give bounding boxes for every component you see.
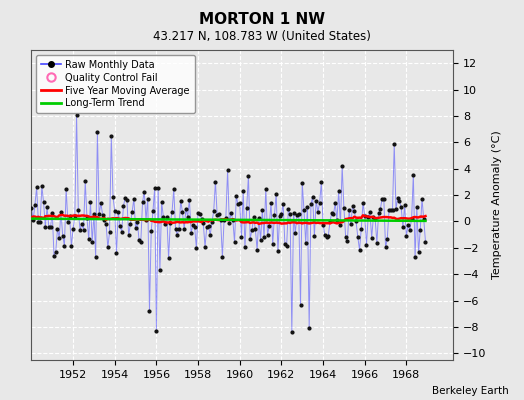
Text: Berkeley Earth: Berkeley Earth bbox=[432, 386, 508, 396]
Text: 43.217 N, 108.783 W (United States): 43.217 N, 108.783 W (United States) bbox=[153, 30, 371, 43]
Legend: Raw Monthly Data, Quality Control Fail, Five Year Moving Average, Long-Term Tren: Raw Monthly Data, Quality Control Fail, … bbox=[36, 55, 195, 113]
Y-axis label: Temperature Anomaly (°C): Temperature Anomaly (°C) bbox=[492, 131, 502, 279]
Text: MORTON 1 NW: MORTON 1 NW bbox=[199, 12, 325, 27]
